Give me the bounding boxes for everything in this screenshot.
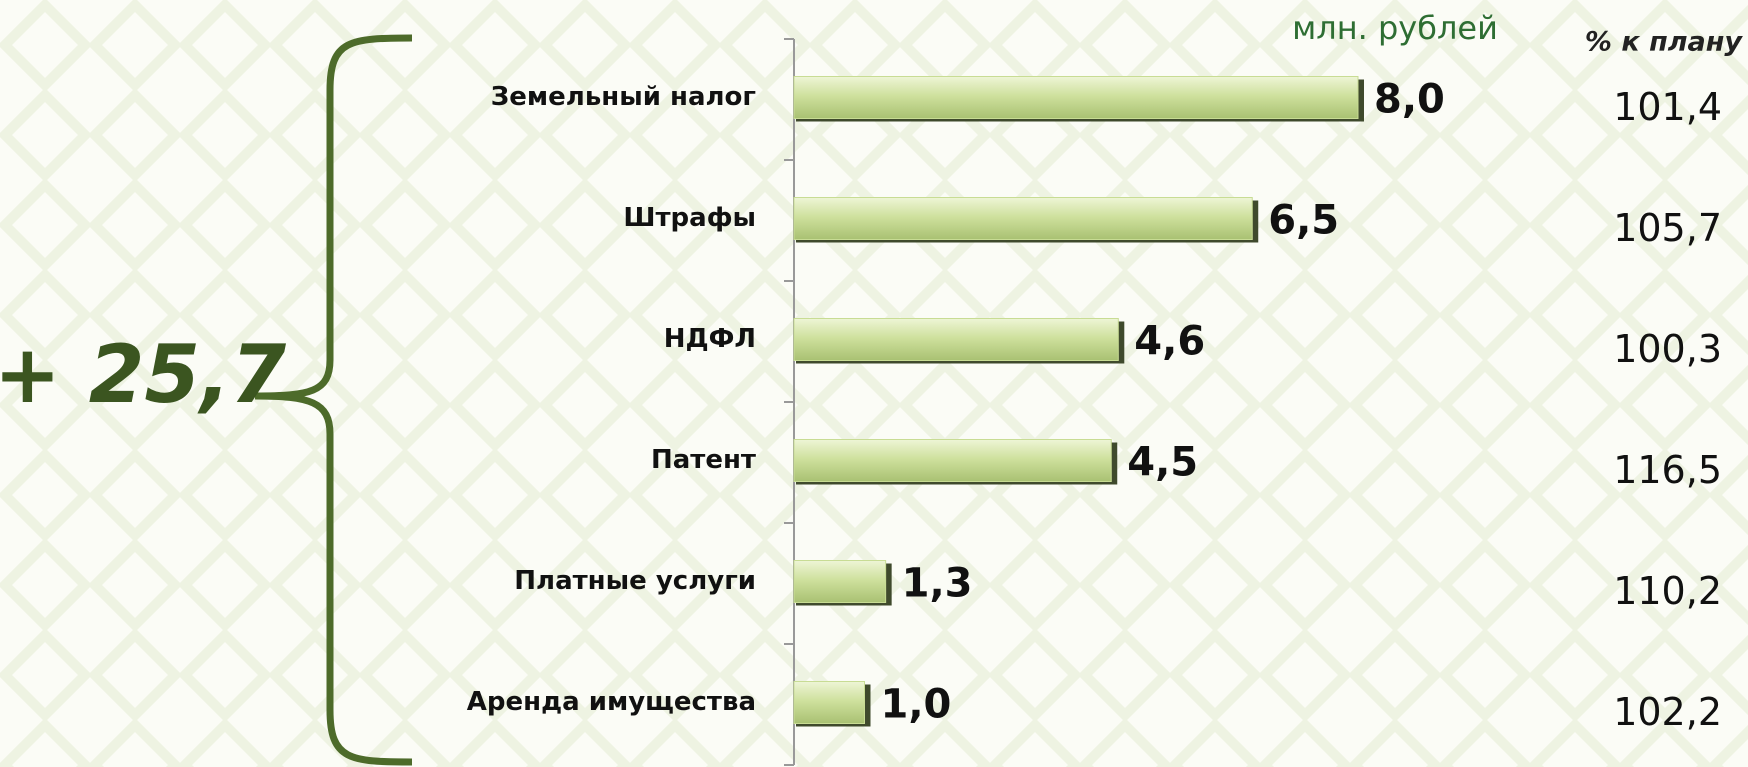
category-label: Аренда имущества [467, 687, 756, 717]
plan-percent: 116,5 [1613, 448, 1722, 492]
bar [793, 439, 1112, 482]
value-label: 1,0 [881, 682, 952, 728]
bar [793, 681, 865, 724]
category-label: Земельный налог [491, 82, 756, 112]
value-label: 6,5 [1268, 198, 1339, 244]
total-annotation: + 25,7 [0, 328, 286, 421]
value-label: 1,3 [902, 561, 973, 607]
bar [793, 560, 887, 603]
value-label: 4,6 [1134, 319, 1205, 365]
unit-label: млн. рублей [1292, 9, 1498, 47]
category-label: Платные услуги [514, 566, 756, 596]
category-label: Штрафы [623, 203, 756, 233]
plan-percent: 100,3 [1613, 327, 1722, 371]
value-label: 4,5 [1127, 440, 1198, 486]
category-label: НДФЛ [664, 324, 756, 354]
plan-percent: 105,7 [1613, 206, 1722, 250]
value-label: 8,0 [1374, 77, 1445, 123]
bar [793, 318, 1119, 361]
bar [793, 197, 1253, 240]
plan-percent: 102,2 [1613, 690, 1722, 734]
category-label: Патент [651, 445, 756, 475]
plan-column-title: % к плану [1585, 27, 1743, 58]
bar [793, 76, 1359, 119]
brace [254, 34, 413, 766]
plan-percent: 110,2 [1613, 569, 1722, 613]
plan-percent: 101,4 [1613, 85, 1722, 129]
